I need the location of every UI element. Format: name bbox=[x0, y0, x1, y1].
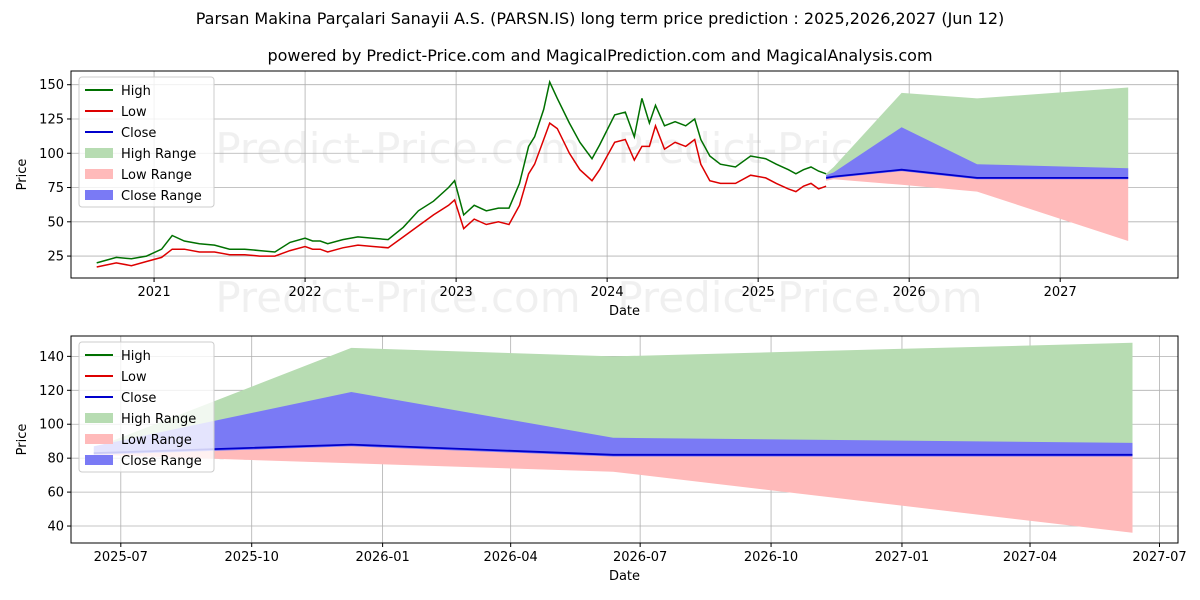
x-tick-label: 2026-10 bbox=[744, 550, 798, 565]
y-tick-label: 150 bbox=[39, 78, 64, 93]
low-line bbox=[96, 121, 827, 268]
x-tick-label: 2027-04 bbox=[1003, 550, 1057, 565]
legend-swatch-patch bbox=[85, 455, 113, 465]
y-tick-label: 100 bbox=[39, 418, 64, 433]
x-tick-label: 2024 bbox=[591, 285, 624, 300]
y-tick-label: 120 bbox=[39, 384, 64, 399]
legend-label: Low Range bbox=[121, 433, 192, 448]
x-tick-label: 2025 bbox=[742, 285, 775, 300]
y-tick-label: 140 bbox=[39, 350, 64, 365]
x-tick-label: 2026 bbox=[893, 285, 926, 300]
x-tick-label: 2022 bbox=[289, 285, 322, 300]
x-tick-label: 2027-01 bbox=[875, 550, 929, 565]
legend-label: High bbox=[121, 84, 151, 99]
bottom-chart: Predict-Price.comPredict-Price.com2025-0… bbox=[15, 335, 1187, 584]
watermark-text: Predict-Price.com bbox=[617, 273, 982, 322]
y-tick-label: 100 bbox=[39, 147, 64, 162]
close-range-area bbox=[93, 392, 1133, 457]
x-tick-label: 2023 bbox=[440, 285, 473, 300]
x-tick-label: 2026-01 bbox=[355, 550, 409, 565]
legend-label: Close Range bbox=[121, 454, 202, 469]
top-chart: Predict-Price.com Predict-Price.com Predic… bbox=[15, 70, 1179, 322]
legend-label: High Range bbox=[121, 412, 196, 427]
chart-subtitle: powered by Predict-Price.com and Magical… bbox=[267, 46, 933, 65]
legend-label: Close bbox=[121, 126, 156, 141]
y-axis-label: Price bbox=[15, 424, 30, 456]
plot-frame bbox=[70, 335, 1179, 544]
low-range-area bbox=[826, 169, 1129, 241]
legend-label: High bbox=[121, 349, 151, 364]
x-tick-label: 2027-07 bbox=[1132, 550, 1186, 565]
y-tick-label: 80 bbox=[47, 452, 64, 467]
x-tick-label: 2026-07 bbox=[613, 550, 667, 565]
legend-label: Low Range bbox=[121, 168, 192, 183]
close-forecast-line bbox=[825, 168, 1129, 179]
x-tick-label: 2021 bbox=[138, 285, 171, 300]
legend-label: Low bbox=[121, 105, 147, 120]
x-tick-label: 2026-04 bbox=[484, 550, 538, 565]
plot-frame bbox=[70, 70, 1179, 279]
low-range-area bbox=[93, 444, 1133, 533]
chart-title: Parsan Makina Parçalari Sanayii A.S. (PA… bbox=[195, 9, 1005, 28]
y-tick-label: 40 bbox=[47, 520, 64, 535]
legend-swatch-patch bbox=[85, 169, 113, 179]
x-axis-label: Date bbox=[609, 569, 640, 584]
watermark-text: Predict-Price.com bbox=[215, 124, 580, 173]
legend-label: Close bbox=[121, 391, 156, 406]
x-tick-label: 2025-07 bbox=[94, 550, 148, 565]
legend-swatch-patch bbox=[85, 148, 113, 158]
x-tick-label: 2027 bbox=[1044, 285, 1077, 300]
watermark-text: Predict-Price.com bbox=[215, 273, 580, 322]
x-tick-label: 2025-10 bbox=[225, 550, 279, 565]
y-tick-label: 50 bbox=[47, 215, 64, 230]
close-range-area bbox=[826, 127, 1129, 180]
legend-label: Close Range bbox=[121, 189, 202, 204]
legend-swatch-patch bbox=[85, 190, 113, 200]
close-forecast-line bbox=[93, 443, 1133, 456]
legend-label: Low bbox=[121, 370, 147, 385]
y-axis-label: Price bbox=[15, 159, 30, 191]
y-tick-label: 25 bbox=[47, 250, 64, 265]
legend-swatch-patch bbox=[85, 434, 113, 444]
x-axis-label: Date bbox=[609, 304, 640, 319]
y-tick-label: 125 bbox=[39, 112, 64, 127]
legend-label: High Range bbox=[121, 147, 196, 162]
legend-swatch-patch bbox=[85, 413, 113, 423]
y-tick-label: 60 bbox=[47, 486, 64, 501]
y-tick-label: 75 bbox=[47, 181, 64, 196]
high-line bbox=[96, 79, 827, 264]
